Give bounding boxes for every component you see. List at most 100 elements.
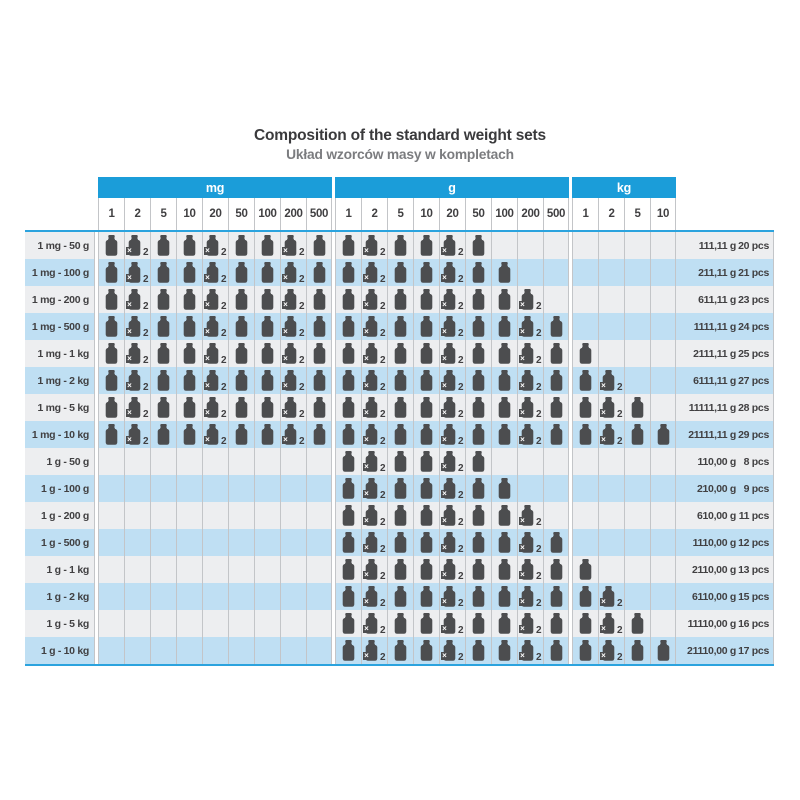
x2-badge: × [518, 435, 527, 444]
weight-cell: × 2 [361, 583, 387, 610]
weight-icon [498, 640, 511, 661]
weight-cell [624, 340, 650, 367]
weight-cell [491, 583, 517, 610]
weight-icon [261, 235, 274, 256]
weight-icon: × 2 [203, 235, 227, 258]
weight-icon [313, 262, 326, 283]
weight-cell [228, 313, 254, 340]
weight-icon [342, 451, 355, 472]
x2-badge: × [362, 273, 371, 282]
weight-cell [465, 421, 491, 448]
weight-icon [498, 559, 511, 580]
x2-count: 2 [535, 328, 542, 339]
weight-icon [394, 532, 407, 553]
weight-cell [650, 421, 676, 448]
weight-cell [150, 583, 176, 610]
weight-icon [550, 559, 563, 580]
weight-icon: × 2 [599, 586, 623, 609]
weight-cell [335, 421, 361, 448]
weight-cell [572, 583, 598, 610]
weight-icon: × 2 [440, 478, 464, 501]
weight-icon: × 2 [362, 640, 386, 663]
x2-badge: × [362, 651, 371, 660]
weight-icon: × 2 [281, 343, 305, 366]
weight-cell [306, 637, 332, 664]
weight-icon: × 2 [203, 343, 227, 366]
x2-count: 2 [142, 247, 149, 258]
page-title: Composition of the standard weight sets [254, 127, 546, 144]
weight-cell: × 2 [439, 394, 465, 421]
weight-cell [150, 340, 176, 367]
weight-cell [124, 448, 150, 475]
weight-icon [261, 289, 274, 310]
weight-cell [228, 232, 254, 259]
weight-cell [254, 475, 280, 502]
x2-badge: × [125, 273, 134, 282]
weight-cell [98, 394, 124, 421]
pieces-count: 11 pcs [739, 502, 774, 529]
weight-cell [465, 367, 491, 394]
weight-cell [202, 475, 228, 502]
weight-icon [235, 289, 248, 310]
x2-count: 2 [379, 409, 386, 420]
weight-icon: × 2 [203, 316, 227, 339]
weight-cell [254, 448, 280, 475]
weight-icon [157, 424, 170, 445]
weight-icon: × 2 [599, 613, 623, 636]
weight-cell [650, 340, 676, 367]
weight-cell: × 2 [361, 529, 387, 556]
weight-cell [254, 286, 280, 313]
weight-icon [394, 289, 407, 310]
weight-icon [472, 370, 485, 391]
row-label: 1 mg - 1 kg [25, 340, 95, 367]
weight-cell: × 2 [517, 583, 543, 610]
weight-cell [491, 313, 517, 340]
weight-cell [465, 610, 491, 637]
weight-cell [543, 313, 569, 340]
weight-cell [572, 232, 598, 259]
weight-cell [465, 448, 491, 475]
weight-cell [413, 556, 439, 583]
weight-cell [387, 502, 413, 529]
x2-badge: × [440, 543, 449, 552]
weight-cell: × 2 [517, 556, 543, 583]
table-row: 1 g - 1 kg × 2 × 2 × 2 2110,00 g 13 pcs [25, 556, 774, 583]
weight-icon: × 2 [518, 289, 542, 312]
weight-cell [254, 637, 280, 664]
x2-badge: × [440, 570, 449, 579]
weight-icon [472, 451, 485, 472]
weight-icon [498, 316, 511, 337]
table-row: 1 g - 10 kg × 2 × 2 × 2 × 2 21110,00 g 17 pcs [25, 637, 774, 664]
x2-badge: × [518, 327, 527, 336]
weight-icon [105, 343, 118, 364]
x2-count: 2 [535, 544, 542, 555]
weight-cell [465, 475, 491, 502]
weight-cell [280, 583, 306, 610]
row-label: 1 mg - 10 kg [25, 421, 95, 448]
weight-icon: × 2 [440, 640, 464, 663]
weight-icon: × 2 [203, 424, 227, 447]
weight-cell [335, 556, 361, 583]
weight-icon [550, 424, 563, 445]
weight-icon [420, 235, 433, 256]
weight-cell [306, 448, 332, 475]
x2-badge: × [440, 435, 449, 444]
weight-icon: × 2 [599, 370, 623, 393]
x2-badge: × [518, 300, 527, 309]
weight-icon [579, 613, 592, 634]
x2-badge: × [599, 651, 608, 660]
weight-icon [550, 316, 563, 337]
denomination-200g: 200 [517, 198, 543, 230]
weight-icon [394, 262, 407, 283]
x2-badge: × [125, 408, 134, 417]
weight-cell: × 2 [124, 340, 150, 367]
weight-cell [491, 502, 517, 529]
x2-count: 2 [457, 409, 464, 420]
x2-badge: × [440, 273, 449, 282]
weight-cell [517, 232, 543, 259]
x2-count: 2 [379, 247, 386, 258]
weight-cell: × 2 [439, 421, 465, 448]
weight-icon [394, 343, 407, 364]
weight-cell [650, 259, 676, 286]
